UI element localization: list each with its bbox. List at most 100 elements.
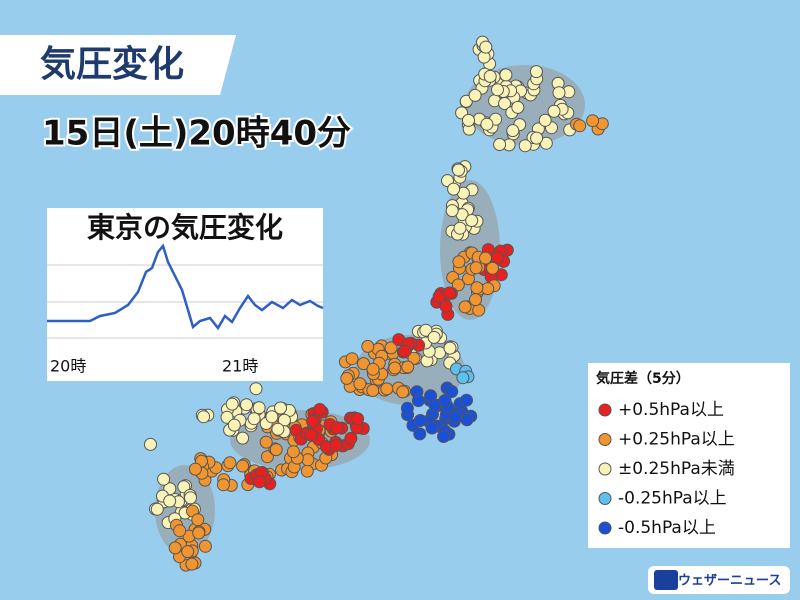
- legend-label: -0.25hPa以上: [618, 489, 727, 509]
- station-dot: [227, 418, 241, 432]
- logo-text: ウェザーニュース: [678, 574, 781, 589]
- station-dot: [419, 323, 433, 337]
- title-box: [0, 35, 236, 95]
- station-dot: [460, 413, 474, 427]
- legend-label: -0.5hPa以上: [618, 518, 716, 538]
- station-dot: [223, 456, 237, 470]
- station-dot: [361, 339, 375, 353]
- station-dot: [240, 398, 253, 412]
- station-dot: [351, 412, 365, 426]
- station-dot: [458, 300, 472, 314]
- station-dot: [252, 401, 266, 415]
- station-dot: [460, 393, 473, 407]
- station-dot: [511, 100, 525, 114]
- station-dot: [236, 459, 250, 473]
- inset-title: 東京の気圧変化: [87, 211, 283, 244]
- station-dot: [388, 361, 402, 375]
- station-dot: [443, 286, 456, 300]
- station-dot: [304, 428, 318, 442]
- station-dot: [329, 439, 343, 452]
- station-dot: [424, 389, 438, 403]
- station-dot: [157, 472, 171, 486]
- station-dot: [499, 68, 513, 82]
- station-dot: [456, 371, 470, 385]
- station-dot: [480, 117, 494, 131]
- station-dot: [465, 214, 479, 227]
- station-dot: [225, 397, 239, 411]
- station-dot: [411, 394, 425, 408]
- station-dot: [192, 526, 206, 540]
- station-dot: [173, 524, 187, 538]
- logo-box: [648, 566, 790, 594]
- station-dot: [313, 403, 327, 416]
- inset-x-label: 20時: [50, 357, 86, 376]
- station-dot: [184, 491, 197, 505]
- legend-items: +0.5hPa以上 +0.25hPa以上 ±0.25hPa未満 -0.25hPa以上 -…: [598, 400, 735, 538]
- station-dot: [274, 401, 287, 415]
- station-dot: [260, 450, 274, 464]
- station-dot: [483, 69, 497, 83]
- legend-label: ±0.25hPa未満: [618, 459, 735, 479]
- station-dot: [443, 341, 457, 355]
- legend-title: 気圧差（5分）: [596, 370, 690, 387]
- station-dot: [271, 422, 285, 436]
- station-dot: [407, 351, 421, 365]
- station-dot: [340, 371, 354, 385]
- station-dot: [529, 65, 543, 79]
- legend-swatch: [598, 462, 612, 476]
- station-dot: [481, 282, 495, 296]
- station-dot: [345, 352, 359, 366]
- station-dot: [491, 83, 504, 97]
- station-dot: [452, 163, 465, 177]
- station-dot: [400, 401, 414, 415]
- station-dot: [185, 557, 199, 571]
- legend-label: +0.5hPa以上: [618, 400, 724, 420]
- station-dot: [506, 124, 520, 138]
- legend-swatch: [598, 492, 612, 505]
- inset-line: [47, 243, 324, 331]
- station-dot: [401, 360, 415, 374]
- station-dot: [448, 410, 462, 424]
- station-dot: [177, 480, 191, 494]
- station-dot: [425, 421, 439, 435]
- station-dot: [330, 421, 344, 435]
- station-dot: [413, 414, 427, 427]
- station-dot: [413, 427, 427, 441]
- station-dot: [447, 182, 461, 196]
- station-dot: [247, 412, 261, 426]
- station-dot: [198, 539, 212, 553]
- station-dot: [344, 431, 358, 445]
- legend-label: +0.25hPa以上: [618, 430, 735, 450]
- station-dot: [469, 293, 482, 307]
- station-dot: [439, 299, 453, 313]
- station-dot: [188, 462, 202, 476]
- station-dot: [453, 221, 467, 235]
- station-dot: [181, 545, 195, 559]
- legend-swatch: [598, 403, 612, 417]
- station-dot: [216, 478, 230, 492]
- legend-swatch: [598, 433, 612, 446]
- station-dot: [357, 357, 370, 371]
- station-dot: [249, 382, 263, 396]
- station-dot: [469, 261, 483, 275]
- station-dot: [396, 385, 410, 399]
- station-dot: [552, 86, 566, 100]
- station-dot: [486, 261, 499, 275]
- inset-box: [47, 208, 323, 381]
- station-dot: [144, 437, 157, 451]
- title: 気圧変化: [40, 43, 184, 85]
- station-dot: [253, 475, 266, 489]
- station-dot: [468, 88, 482, 102]
- station-dot: [286, 445, 300, 459]
- station-dot: [427, 330, 441, 344]
- station-dot: [438, 394, 452, 407]
- station-dot: [353, 377, 367, 391]
- station-dot: [191, 513, 205, 527]
- station-dot: [452, 255, 466, 269]
- legend-swatch: [598, 521, 612, 535]
- station-dot: [265, 410, 279, 424]
- station-dot: [547, 104, 561, 118]
- datetime: 15日(土)20時40分: [42, 114, 351, 154]
- station-dot: [573, 119, 587, 133]
- logo-icon: [654, 570, 678, 590]
